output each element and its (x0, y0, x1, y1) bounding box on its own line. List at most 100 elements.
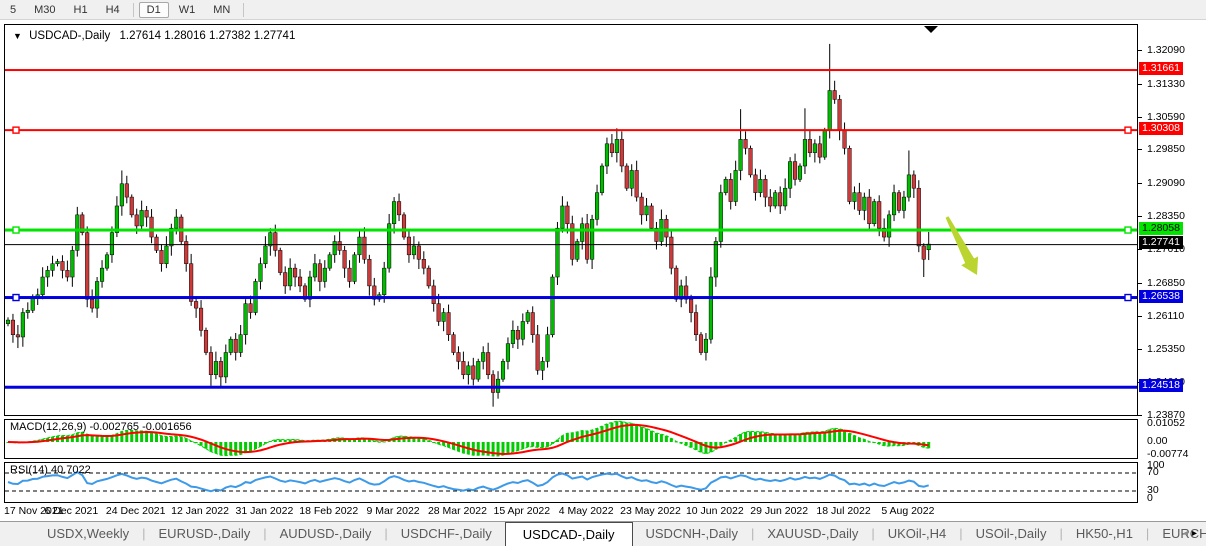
price-tick-mark (1138, 415, 1142, 416)
hline-1.31661[interactable] (5, 69, 1138, 72)
macd-histogram-bar (486, 442, 490, 456)
timeframe-toolbar: 5 M30 H1 H4 D1 W1 MN (0, 0, 1206, 20)
timeframe-button-h1[interactable]: H1 (73, 3, 88, 16)
macd-histogram-bar (575, 431, 579, 442)
symbol-tab-eurusd-daily[interactable]: EURUSD-,Daily (158, 526, 251, 541)
hline-handle[interactable] (1124, 126, 1132, 134)
collapse-triangle-icon[interactable]: ▼ (13, 31, 22, 41)
symbol-tab-usdcnh-daily[interactable]: USDCNH-,Daily (645, 526, 738, 541)
date-label: 28 Mar 2022 (427, 505, 487, 517)
macd-histogram-bar (852, 435, 856, 442)
macd-histogram-bar (278, 439, 282, 442)
candle-body (114, 205, 119, 233)
candle-body (332, 241, 337, 256)
candle-body (451, 334, 456, 353)
timeframe-button-h4[interactable]: H4 (105, 3, 120, 16)
candle-body (268, 232, 273, 247)
macd-histogram-bar (100, 436, 104, 442)
timeframe-button-mn[interactable]: MN (213, 3, 231, 16)
candle-body (40, 276, 45, 296)
candle-body (426, 267, 431, 287)
candle-body (599, 165, 605, 193)
symbol-tab-usoil-daily[interactable]: USOil-,Daily (975, 526, 1047, 541)
timeframe-button-5[interactable]: 5 (10, 3, 17, 16)
symbol-period-label: USDCAD-,Daily (29, 30, 111, 42)
timeframe-button-m30[interactable]: M30 (34, 3, 56, 16)
macd-histogram-bar (179, 436, 183, 442)
hline-handle[interactable] (1124, 226, 1132, 234)
price-axis[interactable]: 1.32090 1.31330 1.30590 1.29850 1.29090 1.283… (1138, 24, 1206, 521)
candle-body (218, 361, 223, 378)
timeframe-button-d1[interactable]: D1 (138, 1, 169, 18)
candle-body (738, 139, 743, 171)
candle-body (119, 183, 124, 207)
candle-body (347, 267, 352, 282)
tab-scroll-left-icon[interactable]: ◂ (1182, 528, 1192, 539)
macd-histogram-bar (516, 442, 520, 451)
candle-body (708, 276, 713, 340)
timeframe-button-w1[interactable]: W1 (178, 3, 196, 16)
candle-body (857, 192, 862, 211)
candle-body (283, 272, 288, 287)
hline-handle[interactable] (12, 126, 20, 134)
hline-1.26538[interactable] (5, 296, 1138, 300)
macd-histogram-bar (887, 442, 891, 447)
candle-body (491, 374, 496, 393)
rsi-pane[interactable]: RSI(14) 40.7022 (4, 462, 1138, 503)
candle-body (481, 352, 486, 362)
macd-pane[interactable]: MACD(12,26,9) -0.002765 -0.001656 (4, 419, 1138, 459)
macd-histogram-bar (600, 426, 604, 442)
date-label: 12 Jan 2022 (171, 505, 229, 517)
date-axis[interactable]: 17 Nov 2021 6 Dec 2021 24 Dec 2021 12 Jan 2… (4, 505, 1138, 520)
candle-body (649, 205, 654, 229)
price-pane[interactable]: ▼ USDCAD-,Daily 1.27614 1.28016 1.27382 … (4, 24, 1138, 416)
chart-shift-marker-icon[interactable] (924, 26, 938, 33)
symbol-tab-audusd-daily[interactable]: AUDUSD-,Daily (279, 526, 372, 541)
macd-histogram-bar (570, 432, 574, 442)
hline-1.30308[interactable] (5, 129, 1138, 132)
candle-body (80, 214, 85, 233)
macd-histogram-bar (595, 428, 599, 442)
tab-scroll-right-icon[interactable]: ▸ (1191, 528, 1201, 539)
macd-histogram-bar (605, 423, 609, 442)
hline-handle[interactable] (1124, 293, 1132, 302)
symbol-tab-eurchf-h1[interactable]: EURCHF-,H1 (1162, 526, 1206, 541)
macd-histogram-bar (150, 432, 154, 442)
macd-histogram-bar (654, 433, 658, 442)
hline-handle[interactable] (12, 293, 20, 302)
price-tick-mark (1138, 149, 1142, 151)
candle-body (723, 179, 728, 193)
macd-histogram-bar (788, 433, 792, 442)
macd-histogram-bar (768, 433, 772, 442)
symbol-tab-usdx-weekly[interactable]: USDX,Weekly (47, 526, 130, 541)
candle-body (406, 236, 411, 256)
hline-handle[interactable] (12, 226, 20, 234)
down-trend-arrow[interactable] (945, 216, 979, 275)
date-label: 6 Dec 2021 (44, 505, 99, 517)
ohlc-values: 1.27614 1.28016 1.27382 1.27741 (119, 30, 296, 42)
macd-histogram-bar (362, 437, 366, 442)
symbol-tab-usdcad-daily[interactable]: USDCAD-,Daily (504, 522, 633, 546)
macd-histogram-bar (214, 442, 218, 454)
candle-body (540, 361, 545, 371)
candle-body (901, 196, 907, 211)
symbol-tab-hk50-h1[interactable]: HK50-,H1 (1075, 526, 1133, 541)
price-tick-mark (1138, 282, 1142, 284)
candle-body (758, 179, 763, 193)
candle-body (100, 267, 105, 282)
candle-body (139, 210, 144, 227)
hline-1.24518[interactable] (5, 385, 1138, 389)
candle-body (104, 254, 110, 269)
toolbar-separator (243, 2, 245, 17)
macd-histogram-bar (145, 431, 149, 442)
macd-histogram-bar (95, 436, 99, 442)
macd-histogram-bar (254, 442, 257, 449)
symbol-tab-xauusd-daily[interactable]: XAUUSD-,Daily (767, 526, 859, 541)
candle-body (223, 352, 228, 378)
macd-histogram-bar (422, 438, 426, 442)
candle-body (906, 174, 911, 198)
symbol-tab-ukoil-h4[interactable]: UKOil-,H4 (887, 526, 947, 541)
symbol-tab-usdchf-daily[interactable]: USDCHF-,Daily (400, 526, 492, 541)
candlestick-chart[interactable] (5, 25, 1138, 416)
hline-1.28058[interactable] (5, 228, 1138, 232)
